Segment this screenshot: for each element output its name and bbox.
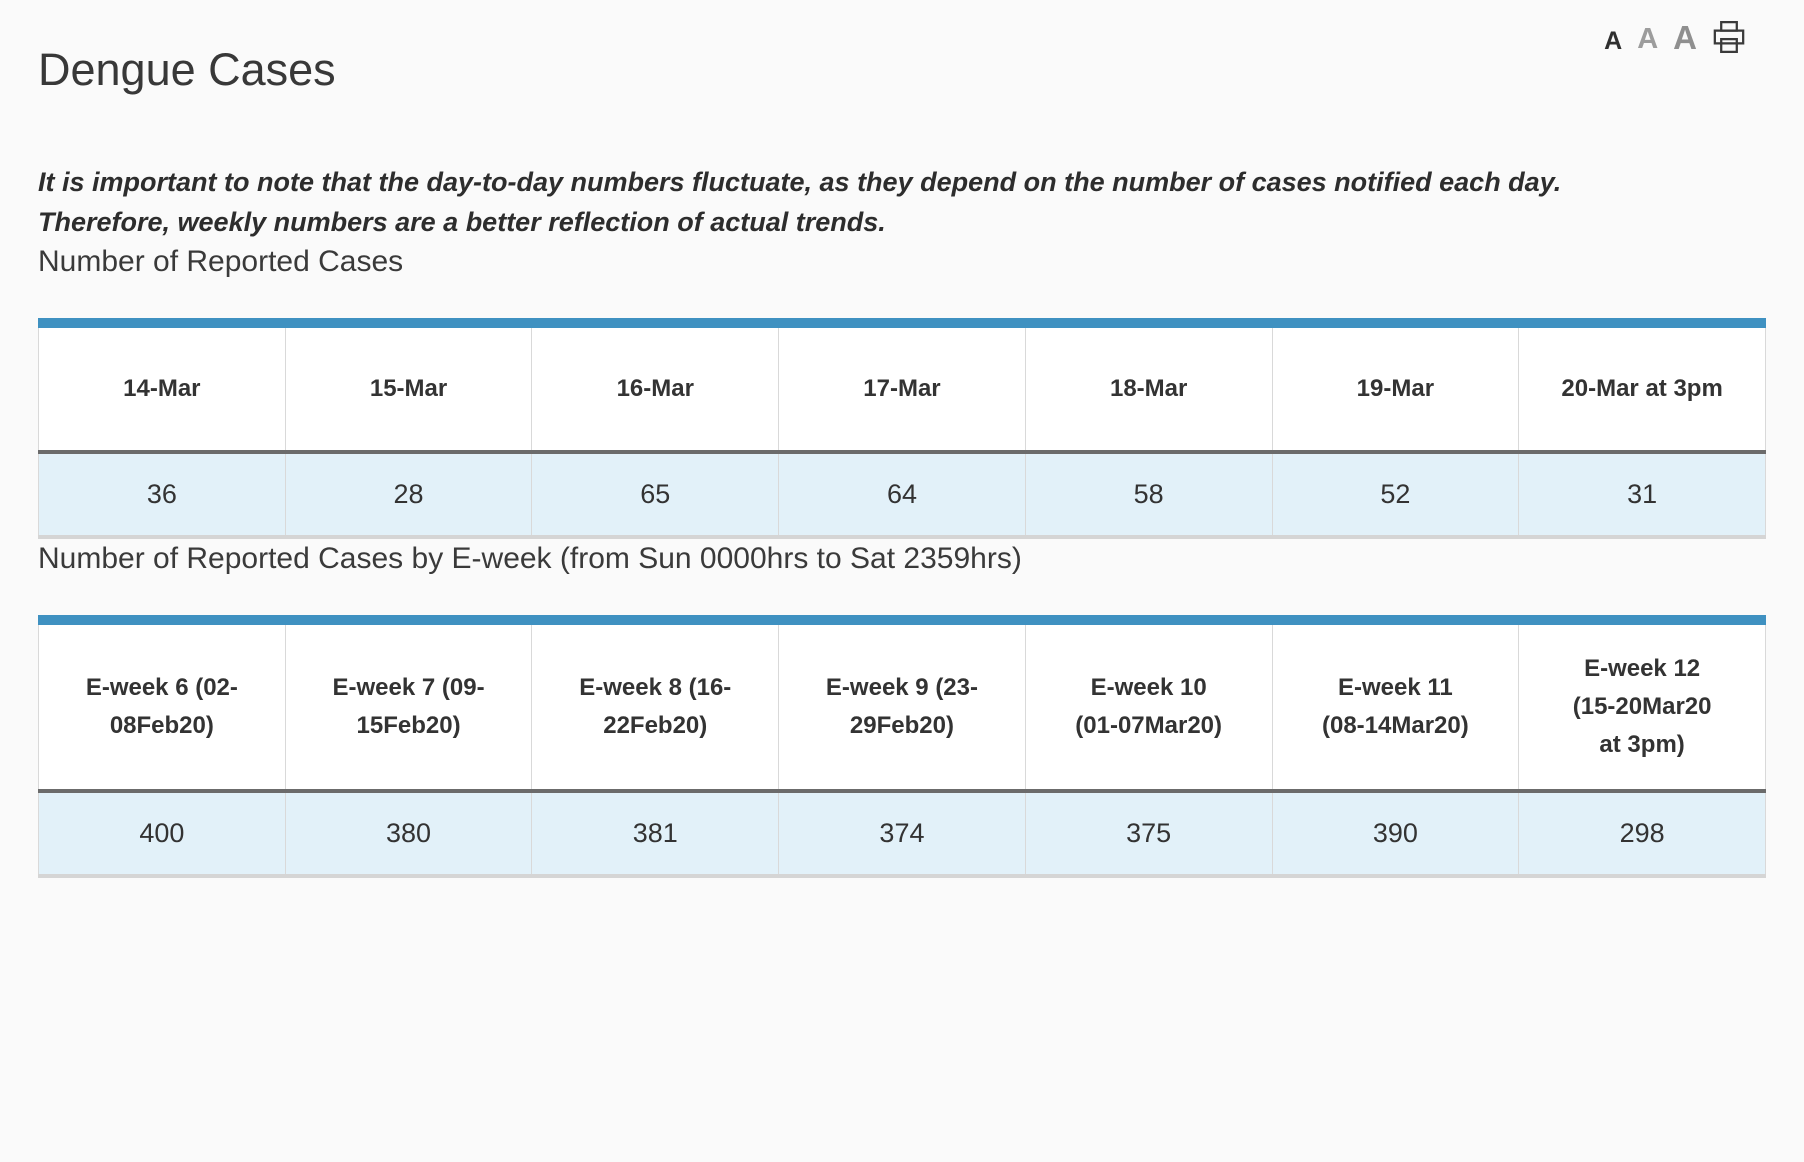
daily-column-header: 14-Mar [38, 328, 286, 454]
daily-value-cell: 65 [531, 452, 780, 537]
daily-column-header: 18-Mar [1025, 328, 1273, 454]
eweek-values-row: 400 380 381 374 375 390 298 [38, 791, 1766, 876]
daily-column-header: 19-Mar [1272, 328, 1520, 454]
eweek-column-header: E-week 10 (01-07Mar20) [1025, 625, 1273, 793]
dengue-cases-page: A A A Dengue Cases It is important to no… [0, 20, 1804, 878]
daily-value-cell: 36 [38, 452, 286, 537]
daily-column-header: 15-Mar [285, 328, 533, 454]
font-size-small-button[interactable]: A [1604, 27, 1623, 55]
eweek-cases-table: E-week 6 (02-08Feb20) E-week 7 (09-15Feb… [38, 615, 1766, 878]
eweek-value-cell: 380 [285, 791, 533, 876]
accessibility-toolbar: A A A [1604, 20, 1746, 54]
eweek-column-header: E-week 6 (02-08Feb20) [38, 625, 286, 793]
daily-header-row: 14-Mar 15-Mar 16-Mar 17-Mar 18-Mar 19-Ma… [38, 328, 1766, 454]
printer-icon[interactable] [1712, 20, 1746, 54]
eweek-value-cell: 390 [1272, 791, 1520, 876]
daily-value-cell: 52 [1272, 452, 1520, 537]
table-accent-bar [38, 615, 1766, 625]
daily-column-header: 17-Mar [778, 328, 1026, 454]
daily-section-heading: Number of Reported Cases [38, 245, 404, 278]
daily-values-row: 36 28 65 64 58 52 31 [38, 452, 1766, 537]
eweek-column-header: E-week 8 (16-22Feb20) [531, 625, 780, 793]
eweek-section-heading: Number of Reported Cases by E-week (from… [38, 542, 1022, 575]
table-accent-bar [38, 318, 1766, 328]
eweek-value-cell: 298 [1518, 791, 1766, 876]
daily-column-header: 20-Mar at 3pm [1518, 328, 1766, 454]
eweek-value-cell: 381 [531, 791, 780, 876]
eweek-column-header: E-week 12 (15-20Mar20 at 3pm) [1518, 625, 1766, 793]
daily-value-cell: 64 [778, 452, 1026, 537]
page-title: Dengue Cases [38, 44, 336, 95]
eweek-column-header: E-week 9 (23-29Feb20) [778, 625, 1026, 793]
eweek-value-cell: 400 [38, 791, 286, 876]
daily-cases-table: 14-Mar 15-Mar 16-Mar 17-Mar 18-Mar 19-Ma… [38, 318, 1766, 539]
disclaimer-note: It is important to note that the day-to-… [38, 167, 1562, 237]
eweek-value-cell: 374 [778, 791, 1026, 876]
eweek-column-header: E-week 11 (08-14Mar20) [1272, 625, 1520, 793]
daily-value-cell: 58 [1025, 452, 1273, 537]
eweek-header-row: E-week 6 (02-08Feb20) E-week 7 (09-15Feb… [38, 625, 1766, 793]
daily-column-header: 16-Mar [531, 328, 780, 454]
daily-value-cell: 31 [1518, 452, 1766, 537]
eweek-value-cell: 375 [1025, 791, 1273, 876]
daily-value-cell: 28 [285, 452, 533, 537]
font-size-large-button[interactable]: A [1673, 19, 1697, 56]
eweek-column-header: E-week 7 (09-15Feb20) [285, 625, 533, 793]
font-size-medium-button[interactable]: A [1637, 23, 1659, 55]
